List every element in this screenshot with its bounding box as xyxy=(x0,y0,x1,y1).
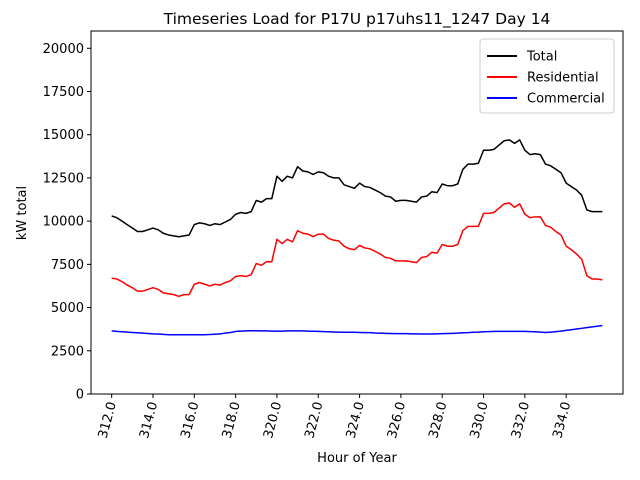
series-line-commercial xyxy=(111,324,603,336)
x-tick-label: 332.0 xyxy=(509,400,533,440)
x-axis: 312.0 314.0 316.0 318.0 320.0 322.0 324.0 326.0… xyxy=(96,394,574,440)
y-tick-label: 17500 xyxy=(43,85,84,100)
x-tick-label: 314.0 xyxy=(137,400,161,440)
y-tick-label: 0 xyxy=(76,388,84,403)
axes-frame xyxy=(90,30,624,395)
legend-label-commercial: Commercial xyxy=(527,92,605,107)
legend-label-total: Total xyxy=(526,50,557,65)
y-tick-label: 2500 xyxy=(51,344,84,359)
x-axis-label: Hour of Year xyxy=(317,451,397,466)
y-tick-label: 12500 xyxy=(43,171,84,186)
x-tick-label: 322.0 xyxy=(302,400,326,440)
legend-label-residential: Residential xyxy=(527,71,599,86)
x-tick-label: 320.0 xyxy=(261,400,285,440)
legend-box xyxy=(479,38,615,114)
y-tick-label: 15000 xyxy=(43,128,84,143)
x-tick-label: 316.0 xyxy=(178,400,202,440)
y-axis: 0 2500 5000 7500 10000 12500 15000 17500 20000 xyxy=(43,42,91,403)
x-tick-label: 326.0 xyxy=(385,400,409,440)
x-tick-label: 324.0 xyxy=(344,400,368,440)
x-tick-label: 312.0 xyxy=(96,400,120,440)
y-tick-label: 7500 xyxy=(51,258,84,273)
x-tick-label: 318.0 xyxy=(220,400,244,440)
series-line-residential xyxy=(111,202,603,298)
series-layer xyxy=(111,139,603,336)
y-tick-label: 10000 xyxy=(43,215,84,230)
y-tick-label: 20000 xyxy=(43,42,84,57)
x-tick-label: 330.0 xyxy=(468,400,492,440)
x-tick-label: 328.0 xyxy=(426,400,450,440)
legend: Total Residential Commercial xyxy=(479,38,615,114)
x-tick-label: 334.0 xyxy=(550,400,574,440)
series-line-total xyxy=(111,139,603,238)
y-tick-label: 5000 xyxy=(51,301,84,316)
plot-area: 312.0 314.0 316.0 318.0 320.0 322.0 324.0 326.0… xyxy=(43,30,624,440)
chart-title: Timeseries Load for P17U p17uhs11_1247 D… xyxy=(163,10,551,29)
y-axis-label: kW total xyxy=(15,186,30,240)
